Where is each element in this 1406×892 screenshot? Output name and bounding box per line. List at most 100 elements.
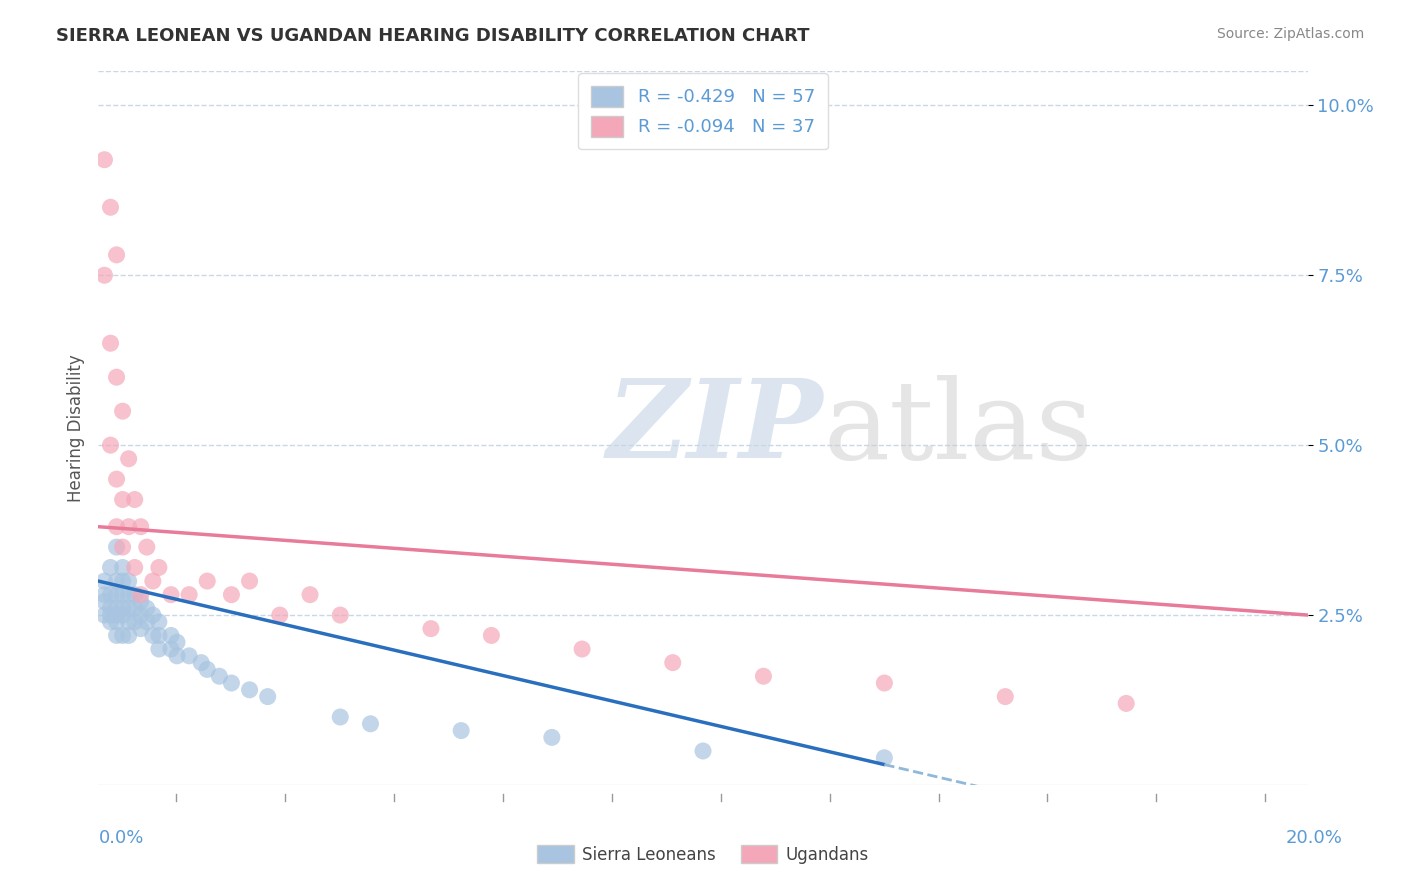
Point [179, 648, 201, 663]
Point [142, 608, 165, 623]
Point [160, 642, 183, 657]
Legend: R = -0.429   N = 57, R = -0.094   N = 37: R = -0.429 N = 57, R = -0.094 N = 37 [578, 73, 828, 149]
Point [299, 588, 322, 602]
Point [124, 588, 146, 602]
Point [124, 615, 146, 629]
Point [118, 628, 141, 642]
Point [148, 642, 170, 657]
Point [105, 628, 128, 642]
Point [873, 751, 896, 765]
Point [160, 588, 183, 602]
Point [124, 601, 146, 615]
Point [360, 716, 382, 731]
Point [571, 642, 593, 657]
Point [692, 744, 714, 758]
Point [111, 492, 134, 507]
Point [105, 608, 128, 623]
Point [166, 648, 188, 663]
Point [256, 690, 278, 704]
Point [118, 588, 141, 602]
Point [135, 540, 157, 554]
Point [221, 676, 243, 690]
Point [752, 669, 775, 683]
Point [118, 519, 141, 533]
Point [239, 574, 262, 588]
Point [100, 608, 122, 623]
Point [190, 656, 212, 670]
Point [129, 519, 152, 533]
Point [118, 574, 141, 588]
Point [269, 608, 291, 623]
Point [111, 560, 134, 574]
Point [135, 615, 157, 629]
Point [105, 574, 128, 588]
Point [195, 574, 218, 588]
Point [195, 662, 218, 676]
Text: Source: ZipAtlas.com: Source: ZipAtlas.com [1216, 27, 1364, 41]
Point [93, 608, 115, 623]
Point [100, 560, 122, 574]
Point [179, 588, 201, 602]
Point [1115, 697, 1137, 711]
Point [661, 656, 683, 670]
Point [239, 682, 262, 697]
Point [329, 710, 352, 724]
Point [111, 588, 134, 602]
Point [118, 615, 141, 629]
Point [148, 615, 170, 629]
Point [100, 588, 122, 602]
Point [221, 588, 243, 602]
Point [420, 622, 443, 636]
Text: SIERRA LEONEAN VS UGANDAN HEARING DISABILITY CORRELATION CHART: SIERRA LEONEAN VS UGANDAN HEARING DISABI… [56, 27, 810, 45]
Point [124, 560, 146, 574]
Point [105, 472, 128, 486]
Point [100, 200, 122, 214]
Text: ZIP: ZIP [606, 375, 823, 482]
Point [873, 676, 896, 690]
Text: 0.0%: 0.0% [98, 830, 143, 847]
Point [111, 540, 134, 554]
Point [129, 622, 152, 636]
Point [160, 628, 183, 642]
Point [93, 588, 115, 602]
Point [105, 370, 128, 384]
Legend: Sierra Leoneans, Ugandans: Sierra Leoneans, Ugandans [530, 838, 876, 871]
Point [100, 438, 122, 452]
Point [166, 635, 188, 649]
Point [100, 336, 122, 351]
Point [105, 615, 128, 629]
Point [111, 608, 134, 623]
Point [142, 628, 165, 642]
Point [100, 601, 122, 615]
Point [208, 669, 231, 683]
Point [105, 601, 128, 615]
Point [111, 628, 134, 642]
Point [135, 601, 157, 615]
Point [105, 248, 128, 262]
Point [148, 628, 170, 642]
Point [105, 588, 128, 602]
Point [105, 519, 128, 533]
Point [481, 628, 503, 642]
Point [129, 608, 152, 623]
Text: atlas: atlas [824, 375, 1094, 482]
Point [105, 540, 128, 554]
Point [93, 574, 115, 588]
Point [93, 594, 115, 608]
Point [93, 153, 115, 167]
Point [129, 594, 152, 608]
Point [111, 574, 134, 588]
Point [118, 601, 141, 615]
Point [100, 615, 122, 629]
Point [994, 690, 1017, 704]
Point [124, 492, 146, 507]
Point [148, 560, 170, 574]
Point [329, 608, 352, 623]
Point [111, 404, 134, 418]
Point [129, 588, 152, 602]
Y-axis label: Hearing Disability: Hearing Disability [66, 354, 84, 502]
Point [540, 731, 562, 745]
Point [111, 601, 134, 615]
Point [118, 451, 141, 466]
Text: 20.0%: 20.0% [1286, 830, 1343, 847]
